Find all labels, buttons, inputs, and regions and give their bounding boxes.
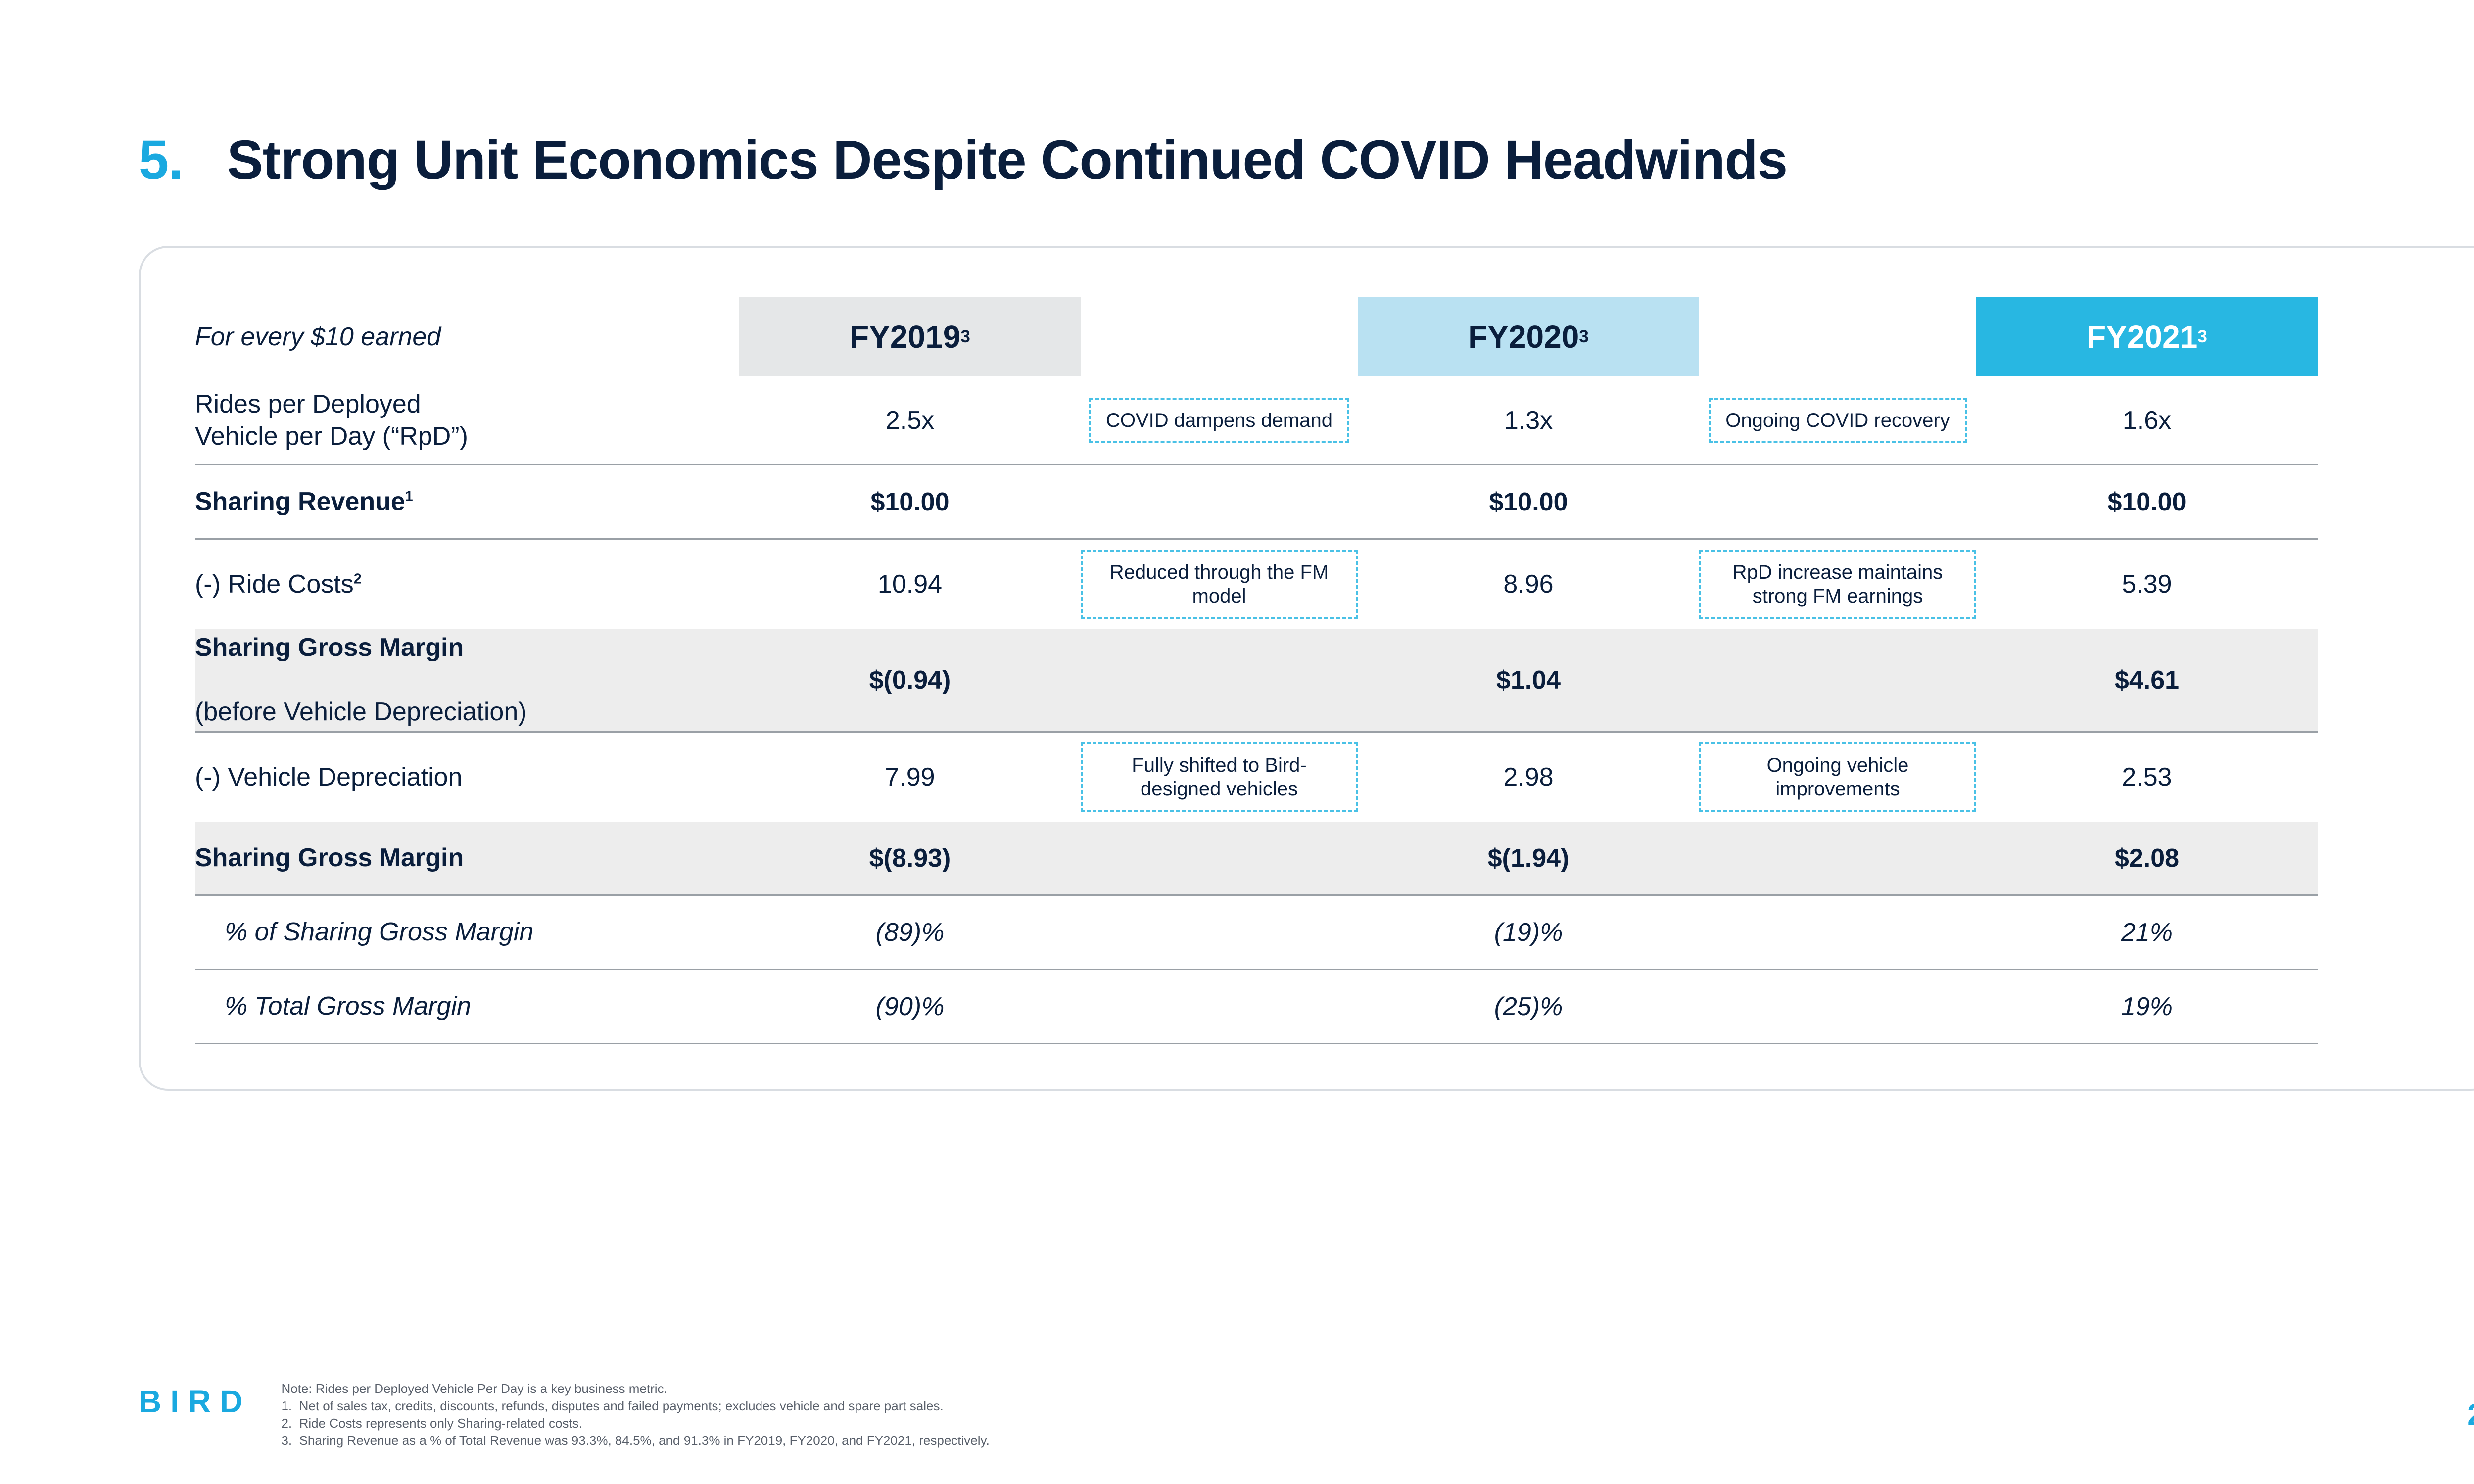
cell-sgm_before-c2: $1.04: [1358, 629, 1699, 733]
col-header-fy2020: FY20203: [1358, 297, 1699, 376]
note-pct_sgm-1: [1081, 896, 1358, 970]
note-pct_tgm-2: [1699, 970, 1976, 1044]
footnote-top: Note: Rides per Deployed Vehicle Per Day…: [281, 1380, 989, 1397]
col-header-fy2021: FY20213: [1976, 297, 2318, 376]
note-veh_dep-2: Ongoing vehicle improvements: [1699, 733, 1976, 822]
cell-share_rev-c3: $10.00: [1976, 465, 2318, 540]
note-pct_sgm-2: [1699, 896, 1976, 970]
cell-pct_sgm-c3: 21%: [1976, 896, 2318, 970]
row-label-ride_costs: (-) Ride Costs2: [195, 540, 739, 629]
cell-ride_costs-c1: 10.94: [739, 540, 1081, 629]
footnote-3: 3. Sharing Revenue as a % of Total Reven…: [281, 1432, 989, 1449]
slide: 5. Strong Unit Economics Despite Continu…: [0, 0, 2474, 1484]
bird-logo: BIRD: [139, 1383, 251, 1420]
row-label-pct_tgm: % Total Gross Margin: [195, 970, 739, 1044]
cell-pct_tgm-c1: (90)%: [739, 970, 1081, 1044]
cell-rpd-c2: 1.3x: [1358, 376, 1699, 465]
note-rpd-2: Ongoing COVID recovery: [1699, 376, 1976, 465]
row-label-share_rev: Sharing Revenue1: [195, 465, 739, 540]
slide-footer: BIRD Note: Rides per Deployed Vehicle Pe…: [139, 1380, 2474, 1449]
cell-rpd-c3: 1.6x: [1976, 376, 2318, 465]
cell-sgm_before-c3: $4.61: [1976, 629, 2318, 733]
col-header-fy2019: FY20193: [739, 297, 1081, 376]
cell-sgm-c3: $2.08: [1976, 822, 2318, 896]
row-label-veh_dep: (-) Vehicle Depreciation: [195, 733, 739, 822]
cell-pct_tgm-c3: 19%: [1976, 970, 2318, 1044]
row-label-sgm_before: Sharing Gross Margin(before Vehicle Depr…: [195, 629, 739, 733]
note-sgm-2: [1699, 822, 1976, 896]
cell-sgm-c1: $(8.93): [739, 822, 1081, 896]
note-ride_costs-2: RpD increase maintains strong FM earning…: [1699, 540, 1976, 629]
footnotes: Note: Rides per Deployed Vehicle Per Day…: [281, 1380, 989, 1449]
note-sgm-1: [1081, 822, 1358, 896]
cell-veh_dep-c2: 2.98: [1358, 733, 1699, 822]
note-ride_costs-1: Reduced through the FM model: [1081, 540, 1358, 629]
title-text: Strong Unit Economics Despite Continued …: [227, 130, 1787, 190]
page-number: 21: [2467, 1397, 2474, 1432]
table-card: For every $10 earned FY20193 FY20203 FY2…: [139, 246, 2474, 1091]
cell-ride_costs-c2: 8.96: [1358, 540, 1699, 629]
title-number: 5.: [139, 130, 183, 190]
slide-title: 5. Strong Unit Economics Despite Continu…: [139, 129, 2474, 191]
cell-sgm-c2: $(1.94): [1358, 822, 1699, 896]
cell-veh_dep-c1: 7.99: [739, 733, 1081, 822]
note-share_rev-2: [1699, 465, 1976, 540]
note-share_rev-1: [1081, 465, 1358, 540]
note-rpd-1: COVID dampens demand: [1081, 376, 1358, 465]
cell-share_rev-c1: $10.00: [739, 465, 1081, 540]
cell-rpd-c1: 2.5x: [739, 376, 1081, 465]
row-label-sgm: Sharing Gross Margin: [195, 822, 739, 896]
row-label-pct_sgm: % of Sharing Gross Margin: [195, 896, 739, 970]
note-sgm_before-1: [1081, 629, 1358, 733]
cell-pct_sgm-c2: (19)%: [1358, 896, 1699, 970]
cell-share_rev-c2: $10.00: [1358, 465, 1699, 540]
cell-pct_tgm-c2: (25)%: [1358, 970, 1699, 1044]
intro-text: For every $10 earned: [195, 297, 739, 376]
cell-veh_dep-c3: 2.53: [1976, 733, 2318, 822]
unit-economics-grid: For every $10 earned FY20193 FY20203 FY2…: [195, 297, 2444, 1044]
footnote-1: 1. Net of sales tax, credits, discounts,…: [281, 1397, 989, 1415]
cell-ride_costs-c3: 5.39: [1976, 540, 2318, 629]
footnote-2: 2. Ride Costs represents only Sharing-re…: [281, 1415, 989, 1432]
cell-pct_sgm-c1: (89)%: [739, 896, 1081, 970]
note-veh_dep-1: Fully shifted to Bird-designed vehicles: [1081, 733, 1358, 822]
note-pct_tgm-1: [1081, 970, 1358, 1044]
note-sgm_before-2: [1699, 629, 1976, 733]
cell-sgm_before-c1: $(0.94): [739, 629, 1081, 733]
row-label-rpd: Rides per DeployedVehicle per Day (“RpD”…: [195, 376, 739, 465]
